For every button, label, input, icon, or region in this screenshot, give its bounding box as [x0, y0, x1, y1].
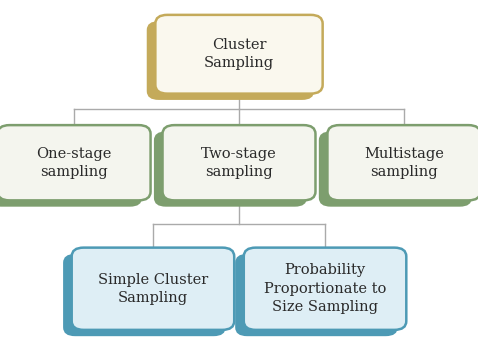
- FancyBboxPatch shape: [244, 248, 406, 330]
- FancyBboxPatch shape: [235, 254, 398, 336]
- FancyBboxPatch shape: [154, 131, 307, 206]
- FancyBboxPatch shape: [0, 125, 151, 200]
- Text: Simple Cluster
Sampling: Simple Cluster Sampling: [98, 273, 208, 305]
- Text: Probability
Proportionate to
Size Sampling: Probability Proportionate to Size Sampli…: [264, 263, 386, 314]
- FancyBboxPatch shape: [327, 125, 478, 200]
- Text: Two-stage
sampling: Two-stage sampling: [201, 147, 277, 179]
- Text: One-stage
sampling: One-stage sampling: [36, 147, 112, 179]
- Text: Multistage
sampling: Multistage sampling: [364, 147, 444, 179]
- FancyBboxPatch shape: [147, 21, 314, 100]
- FancyBboxPatch shape: [163, 125, 315, 200]
- Text: Cluster
Sampling: Cluster Sampling: [204, 38, 274, 70]
- FancyBboxPatch shape: [155, 15, 323, 93]
- FancyBboxPatch shape: [63, 254, 226, 336]
- FancyBboxPatch shape: [0, 131, 142, 206]
- FancyBboxPatch shape: [72, 248, 234, 330]
- FancyBboxPatch shape: [319, 131, 472, 206]
